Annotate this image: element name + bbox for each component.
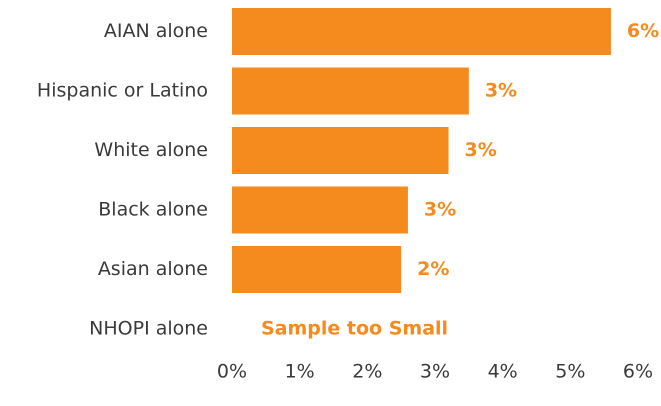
x-tick-label: 4%: [488, 361, 518, 383]
category-labels: AIAN alone Hispanic or Latino White alone B…: [37, 20, 208, 340]
category-label: NHOPI alone: [89, 318, 208, 340]
category-label: AIAN alone: [104, 20, 208, 42]
bar: [232, 127, 449, 174]
category-label: Black alone: [98, 199, 208, 221]
bar: [232, 186, 408, 234]
data-label: 2%: [417, 258, 449, 280]
data-label: 3%: [465, 139, 497, 161]
category-label: White alone: [94, 139, 208, 161]
data-label: 3%: [424, 199, 456, 221]
x-tick-label: 3%: [420, 361, 450, 383]
bar: [232, 67, 469, 115]
data-labels: 6% 3% 3% 3% 2% Sample too Small: [261, 20, 659, 340]
data-label: Sample too Small: [261, 318, 448, 340]
x-axis-tick-labels: 0% 1% 2% 3% 4% 5% 6%: [217, 361, 653, 383]
bar: [232, 8, 611, 55]
x-tick-label: 1%: [285, 361, 315, 383]
bars-group: [232, 8, 611, 293]
data-label: 6%: [627, 20, 659, 42]
x-tick-label: 5%: [555, 361, 585, 383]
category-label: Asian alone: [98, 258, 208, 280]
x-tick-label: 0%: [217, 361, 247, 383]
data-label: 3%: [485, 80, 517, 102]
x-tick-label: 6%: [623, 361, 653, 383]
x-tick-label: 2%: [352, 361, 382, 383]
category-label: Hispanic or Latino: [37, 80, 208, 102]
bar: [232, 246, 402, 293]
